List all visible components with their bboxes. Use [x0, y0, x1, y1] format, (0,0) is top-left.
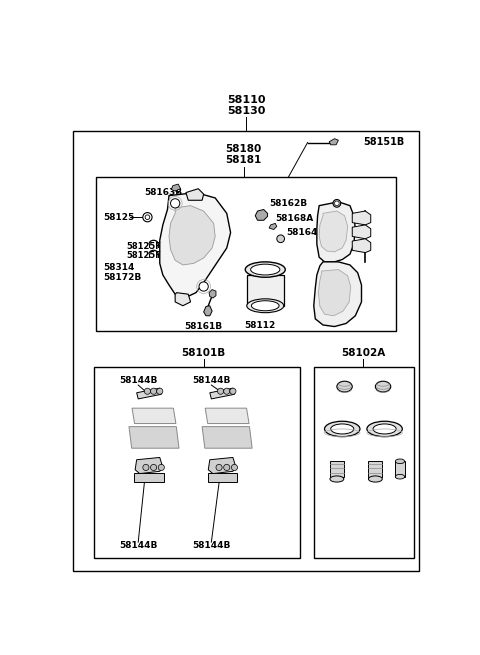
Circle shape: [224, 388, 230, 394]
Text: 58144B: 58144B: [119, 376, 157, 385]
Ellipse shape: [396, 474, 405, 479]
Circle shape: [224, 464, 230, 470]
Text: 58144B: 58144B: [192, 542, 230, 550]
Text: 58164B: 58164B: [286, 228, 324, 237]
Ellipse shape: [369, 476, 382, 482]
Polygon shape: [202, 426, 252, 448]
Circle shape: [156, 388, 163, 394]
Polygon shape: [208, 457, 236, 474]
Text: 58314: 58314: [104, 263, 135, 272]
Polygon shape: [209, 290, 216, 298]
Polygon shape: [314, 262, 361, 327]
Bar: [396, 461, 405, 477]
Circle shape: [216, 464, 222, 470]
Text: 58102A: 58102A: [341, 348, 385, 358]
Bar: [247, 275, 284, 306]
Text: 58112: 58112: [244, 320, 276, 329]
Polygon shape: [205, 408, 249, 424]
Polygon shape: [160, 193, 230, 298]
Text: 58180: 58180: [226, 145, 262, 155]
Polygon shape: [175, 293, 191, 306]
Polygon shape: [317, 202, 355, 262]
Ellipse shape: [252, 301, 279, 310]
Ellipse shape: [337, 381, 352, 392]
Ellipse shape: [375, 381, 391, 392]
Polygon shape: [319, 211, 348, 252]
Text: 58151B: 58151B: [363, 137, 404, 147]
Bar: [73, 131, 419, 571]
Polygon shape: [352, 225, 371, 239]
Circle shape: [151, 464, 156, 470]
Circle shape: [170, 198, 180, 208]
Ellipse shape: [324, 421, 360, 437]
Text: 58101B: 58101B: [181, 348, 226, 358]
Bar: [314, 367, 414, 558]
Polygon shape: [135, 457, 163, 474]
Bar: [134, 473, 164, 482]
Ellipse shape: [245, 262, 285, 277]
Text: 58172B: 58172B: [104, 272, 142, 282]
Ellipse shape: [396, 459, 405, 464]
Bar: [207, 473, 237, 482]
Polygon shape: [132, 408, 176, 424]
Bar: [96, 177, 396, 331]
Text: 58144B: 58144B: [119, 542, 157, 550]
Ellipse shape: [331, 424, 354, 434]
Bar: [330, 460, 344, 477]
Polygon shape: [171, 184, 180, 191]
Polygon shape: [352, 211, 371, 225]
Polygon shape: [269, 223, 277, 229]
Polygon shape: [329, 139, 338, 145]
Polygon shape: [186, 189, 204, 200]
Circle shape: [333, 200, 341, 207]
Ellipse shape: [251, 264, 280, 275]
Circle shape: [143, 464, 149, 470]
Circle shape: [217, 388, 224, 394]
Circle shape: [145, 215, 150, 219]
Text: 58125F: 58125F: [127, 252, 162, 260]
Polygon shape: [255, 210, 267, 220]
Bar: [369, 460, 382, 477]
Text: 58163B: 58163B: [144, 188, 182, 197]
Ellipse shape: [247, 299, 284, 312]
Polygon shape: [169, 206, 215, 265]
Polygon shape: [318, 270, 351, 316]
Text: 58125: 58125: [104, 213, 135, 221]
Circle shape: [151, 388, 156, 394]
Polygon shape: [352, 239, 371, 253]
Ellipse shape: [373, 424, 396, 434]
Text: 58144B: 58144B: [192, 376, 230, 385]
Circle shape: [199, 282, 208, 291]
Polygon shape: [137, 388, 161, 399]
Polygon shape: [129, 426, 179, 448]
Polygon shape: [204, 306, 212, 316]
Ellipse shape: [330, 476, 344, 482]
Circle shape: [143, 213, 152, 222]
Ellipse shape: [367, 421, 402, 437]
Circle shape: [144, 388, 151, 394]
Circle shape: [277, 235, 285, 242]
Text: 58161B: 58161B: [185, 322, 223, 331]
Text: 58181: 58181: [226, 155, 262, 165]
Circle shape: [335, 201, 339, 206]
Text: 58130: 58130: [227, 106, 265, 116]
Bar: [94, 367, 300, 558]
Text: 58110: 58110: [227, 95, 265, 105]
Circle shape: [158, 464, 164, 470]
Circle shape: [230, 388, 236, 394]
Text: 58168A: 58168A: [275, 214, 313, 223]
Polygon shape: [210, 388, 234, 399]
Text: 58162B: 58162B: [269, 199, 307, 208]
Text: 58125F: 58125F: [127, 242, 162, 251]
Circle shape: [231, 464, 238, 470]
